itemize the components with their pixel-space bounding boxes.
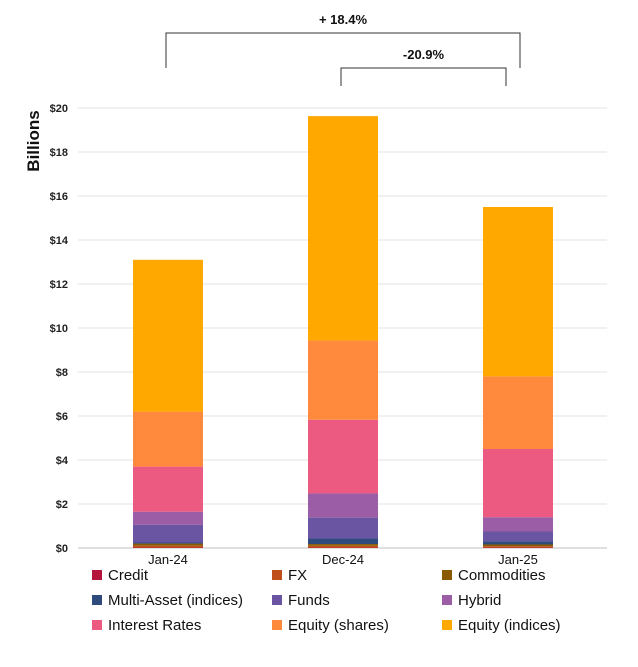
- bar-segment: [133, 259, 203, 412]
- legend-label: Multi-Asset (indices): [108, 591, 244, 609]
- change-annotations: + 18.4% -20.9%: [165, 12, 521, 86]
- legend-item: Hybrid: [442, 591, 612, 609]
- annotation-label: -20.9%: [403, 47, 445, 62]
- y-tick-label: $16: [50, 191, 68, 203]
- legend-item: Commodities: [442, 566, 612, 584]
- bar-segment: [483, 207, 553, 377]
- bar-segment: [133, 524, 203, 543]
- legend-swatch: [272, 570, 282, 580]
- bar-segment: [308, 544, 378, 546]
- y-axis-label: Billions: [24, 110, 43, 171]
- bar-segment: [483, 546, 553, 548]
- y-tick-label: $4: [56, 455, 69, 467]
- y-axis-ticks: $0 $2 $4 $6 $8 $10 $12 $14 $16 $18 $20: [50, 103, 69, 555]
- legend-swatch: [272, 620, 282, 630]
- x-tick-label: Jan-24: [148, 552, 188, 567]
- legend-item: Equity (shares): [272, 616, 442, 634]
- y-tick-label: $8: [56, 367, 68, 379]
- legend-label: Equity (indices): [458, 616, 561, 634]
- y-tick-label: $2: [56, 499, 68, 511]
- y-tick-label: $6: [56, 411, 68, 423]
- y-tick-label: $0: [56, 543, 68, 555]
- bars: [133, 116, 553, 548]
- legend-label: Interest Rates: [108, 616, 202, 634]
- legend-item: FX: [272, 566, 442, 584]
- bar-segment: [133, 466, 203, 512]
- legend-item: Funds: [272, 591, 442, 609]
- legend-label: Credit: [108, 566, 149, 584]
- annotation-label: + 18.4%: [319, 12, 368, 27]
- bar-segment: [483, 531, 553, 542]
- y-tick-label: $20: [50, 103, 68, 115]
- y-tick-label: $10: [50, 323, 68, 335]
- legend-label: Commodities: [458, 566, 546, 584]
- legend-item: Multi-Asset (indices): [92, 591, 272, 609]
- legend: Credit FX Commodities Multi-Asset (indices)…: [92, 566, 612, 634]
- y-tick-label: $14: [50, 235, 69, 247]
- bar-segment: [308, 545, 378, 548]
- legend-label: FX: [288, 566, 308, 584]
- annotation-bracket: [165, 32, 521, 68]
- bar-segment: [308, 493, 378, 518]
- legend-swatch: [442, 620, 452, 630]
- annotation-bracket: [340, 67, 507, 86]
- bar-segment: [483, 541, 553, 545]
- bar-segment: [308, 517, 378, 539]
- bar-segment: [133, 511, 203, 525]
- bar-segment: [483, 517, 553, 532]
- x-tick-label: Jan-25: [498, 552, 538, 567]
- legend-swatch: [92, 595, 102, 605]
- y-tick-label: $12: [50, 279, 68, 291]
- bar-segment: [308, 116, 378, 341]
- bar-segment: [133, 411, 203, 467]
- y-tick-label: $18: [50, 147, 68, 159]
- legend-item: Interest Rates: [92, 616, 272, 634]
- bar-segment: [483, 544, 553, 547]
- legend-item: Credit: [92, 566, 272, 584]
- bar-segment: [308, 419, 378, 494]
- legend-label: Equity (shares): [288, 616, 389, 634]
- bar-segment: [133, 543, 203, 546]
- legend-swatch: [442, 595, 452, 605]
- bar-segment: [308, 538, 378, 545]
- x-axis-ticks: Jan-24 Dec-24 Jan-25: [148, 552, 538, 567]
- bar-segment: [483, 376, 553, 449]
- legend-swatch: [92, 570, 102, 580]
- bar-segment: [133, 545, 203, 548]
- legend-label: Hybrid: [458, 591, 502, 609]
- bar-segment: [308, 340, 378, 420]
- legend-swatch: [442, 570, 452, 580]
- legend-swatch: [272, 595, 282, 605]
- x-tick-label: Dec-24: [322, 552, 364, 567]
- bar-segment: [483, 449, 553, 518]
- legend-label: Funds: [288, 591, 330, 609]
- bar-segment: [133, 542, 203, 544]
- legend-swatch: [92, 620, 102, 630]
- legend-item: Equity (indices): [442, 616, 612, 634]
